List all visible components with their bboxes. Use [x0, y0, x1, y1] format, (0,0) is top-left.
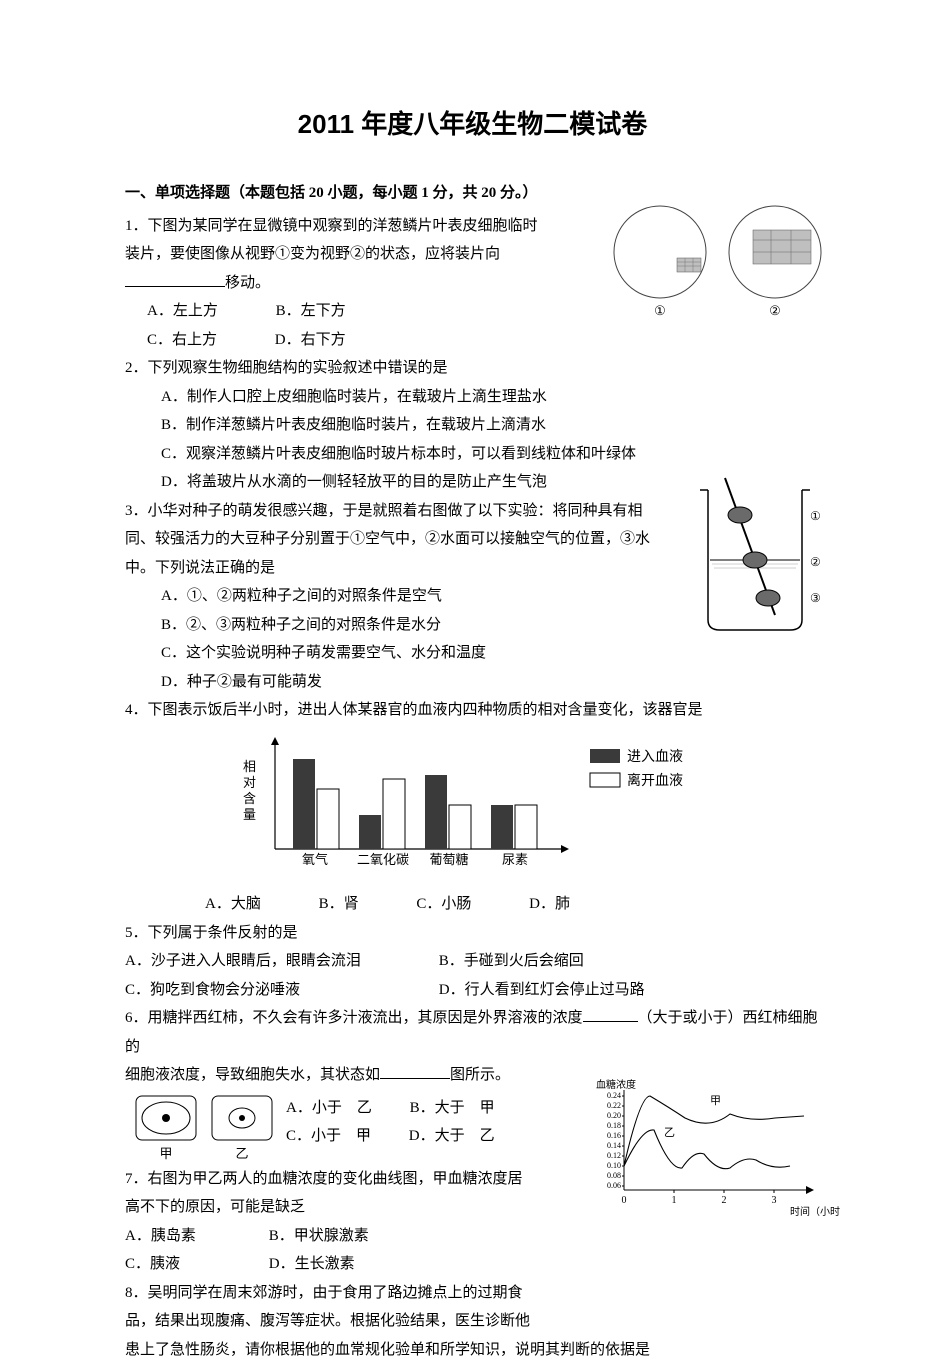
q4-opt-a: A．大脑 — [205, 890, 261, 919]
q7-opt-b: B．甲状腺激素 — [269, 1228, 369, 1244]
q2-stem: 2．下列观察生物细胞结构的实验叙述中错误的是 — [125, 354, 820, 383]
q6-line2b: 图所示。 — [450, 1067, 510, 1083]
svg-text:0.06: 0.06 — [607, 1181, 621, 1190]
q4-cat-1: 氧气 — [302, 852, 328, 867]
svg-text:0.24: 0.24 — [607, 1091, 621, 1100]
svg-text:对: 对 — [243, 775, 256, 790]
q5-opt-c: C．狗吃到食物会分泌唾液 — [125, 976, 435, 1005]
svg-text:甲: 甲 — [710, 1095, 721, 1107]
svg-text:0.22: 0.22 — [607, 1101, 621, 1110]
q1-opt-a: A．左上方 — [147, 297, 218, 326]
q2-opt-c: C．观察洋葱鳞片叶表皮细胞临时玻片标本时，可以看到线粒体和叶绿体 — [125, 440, 820, 469]
q1-opt-c: C．右上方 — [147, 326, 217, 355]
q8-line3: 患上了急性肠炎，请你根据他的血常规化验单和所学知识，说明其判断的依据是 — [125, 1336, 820, 1364]
q3-opt-c: C．这个实验说明种子萌发需要空气、水分和温度 — [125, 639, 820, 668]
q1-line3-suffix: 移动。 — [225, 275, 270, 291]
q7-opt-c: C．胰液 — [125, 1250, 265, 1279]
q5-opt-b: B．手碰到火后会缩回 — [439, 953, 584, 969]
q4-opt-c: C．小肠 — [416, 890, 471, 919]
q4-bar-chart: 相 对 含 量 氧气 二氧化碳 葡萄糖 尿素 进入血液 离开血液 — [225, 731, 695, 876]
q4-ylabel-1: 相 — [243, 759, 256, 774]
q4-opt-d: D．肺 — [529, 890, 570, 919]
q7-ylabel: 血糖浓度 — [596, 1078, 636, 1091]
svg-text:0.20: 0.20 — [607, 1111, 621, 1120]
svg-text:0.08: 0.08 — [607, 1171, 621, 1180]
svg-text:含: 含 — [243, 791, 256, 806]
q5-stem: 5．下列属于条件反射的是 — [125, 919, 820, 948]
q6-line1: 6．用糖拌西红柿，不久会有许多汁液流出，其原因是外界溶液的浓度（大于或小于）西红… — [125, 1004, 820, 1061]
svg-text:0.18: 0.18 — [607, 1121, 621, 1130]
q7-xlabel: 时间（小时） — [790, 1205, 840, 1218]
q7-opt-d: D．生长激素 — [269, 1256, 355, 1272]
svg-text:③: ③ — [810, 591, 821, 605]
q4-legend-in: 进入血液 — [627, 749, 683, 765]
q6-opt-b: B．大于 甲 — [410, 1094, 495, 1123]
svg-text:0.10: 0.10 — [607, 1161, 621, 1170]
q8-line1: 8．吴明同学在周末郊游时，由于食用了路边摊点上的过期食 — [125, 1279, 820, 1308]
q7-line-chart: 血糖浓度 0.24 0.22 0.20 0.18 0.16 0.14 0.12 … — [590, 1078, 840, 1218]
q7-opt-a: A．胰岛素 — [125, 1222, 265, 1251]
q6-line1a: 6．用糖拌西红柿，不久会有许多汁液流出，其原因是外界溶液的浓度 — [125, 1010, 583, 1026]
q3-figure: ① ② ③ — [680, 470, 825, 635]
q4-cat-2: 二氧化碳 — [357, 852, 409, 867]
q1-opt-d: D．右下方 — [275, 326, 346, 355]
q6-fig-label-2: 乙 — [235, 1146, 248, 1161]
svg-text:量: 量 — [243, 807, 256, 822]
question-4: 4．下图表示饭后半小时，进出人体某器官的血液内四种物质的相对含量变化，该器官是 … — [125, 696, 820, 919]
q1-fig-label-1: ① — [654, 303, 666, 318]
q6-opt-d: D．大于 乙 — [409, 1122, 495, 1151]
svg-text:0.12: 0.12 — [607, 1151, 621, 1160]
q4-stem: 4．下图表示饭后半小时，进出人体某器官的血液内四种物质的相对含量变化，该器官是 — [125, 696, 820, 725]
question-8: 8．吴明同学在周末郊游时，由于食用了路边摊点上的过期食 品，结果出现腹痛、腹泻等… — [125, 1279, 820, 1364]
q5-opt-a: A．沙子进入人眼睛后，眼睛会流泪 — [125, 947, 435, 976]
svg-text:乙: 乙 — [664, 1126, 675, 1139]
q2-opt-b: B．制作洋葱鳞片叶表皮细胞临时装片，在载玻片上滴清水 — [125, 411, 820, 440]
q2-opt-a: A．制作人口腔上皮细胞临时装片，在载玻片上滴生理盐水 — [125, 383, 820, 412]
q4-opt-b: B．肾 — [319, 890, 359, 919]
svg-text:1: 1 — [672, 1195, 677, 1206]
svg-text:①: ① — [810, 509, 821, 523]
q4-legend-out: 离开血液 — [627, 772, 683, 789]
q6-opt-a: A．小于 乙 — [286, 1094, 372, 1123]
q5-opt-d: D．行人看到红灯会停止过马路 — [439, 982, 645, 998]
q6-opt-c: C．小于 甲 — [286, 1122, 371, 1151]
svg-text:3: 3 — [772, 1195, 777, 1206]
svg-text:0.14: 0.14 — [607, 1141, 621, 1150]
q6-figure: 甲 乙 — [130, 1090, 280, 1165]
page-title: 2011 年度八年级生物二模试卷 — [125, 100, 820, 149]
q1-figure: ① ② — [605, 200, 835, 320]
q3-opt-d: D．种子②最有可能萌发 — [125, 668, 820, 697]
svg-text:0.16: 0.16 — [607, 1131, 621, 1140]
q4-cat-4: 尿素 — [502, 852, 528, 867]
question-5: 5．下列属于条件反射的是 A．沙子进入人眼睛后，眼睛会流泪 B．手碰到火后会缩回… — [125, 919, 820, 1005]
svg-text:②: ② — [810, 555, 821, 569]
q1-opt-b: B．左下方 — [276, 297, 346, 326]
svg-text:0: 0 — [622, 1195, 627, 1206]
q6-fig-label-1: 甲 — [159, 1146, 172, 1161]
q1-fig-label-2: ② — [769, 303, 781, 318]
q8-line2: 品，结果出现腹痛、腹泻等症状。根据化验结果，医生诊断他 — [125, 1307, 820, 1336]
q6-line2a: 细胞液浓度，导致细胞失水，其状态如 — [125, 1067, 380, 1083]
svg-text:2: 2 — [722, 1195, 727, 1206]
q4-cat-3: 葡萄糖 — [429, 852, 468, 867]
